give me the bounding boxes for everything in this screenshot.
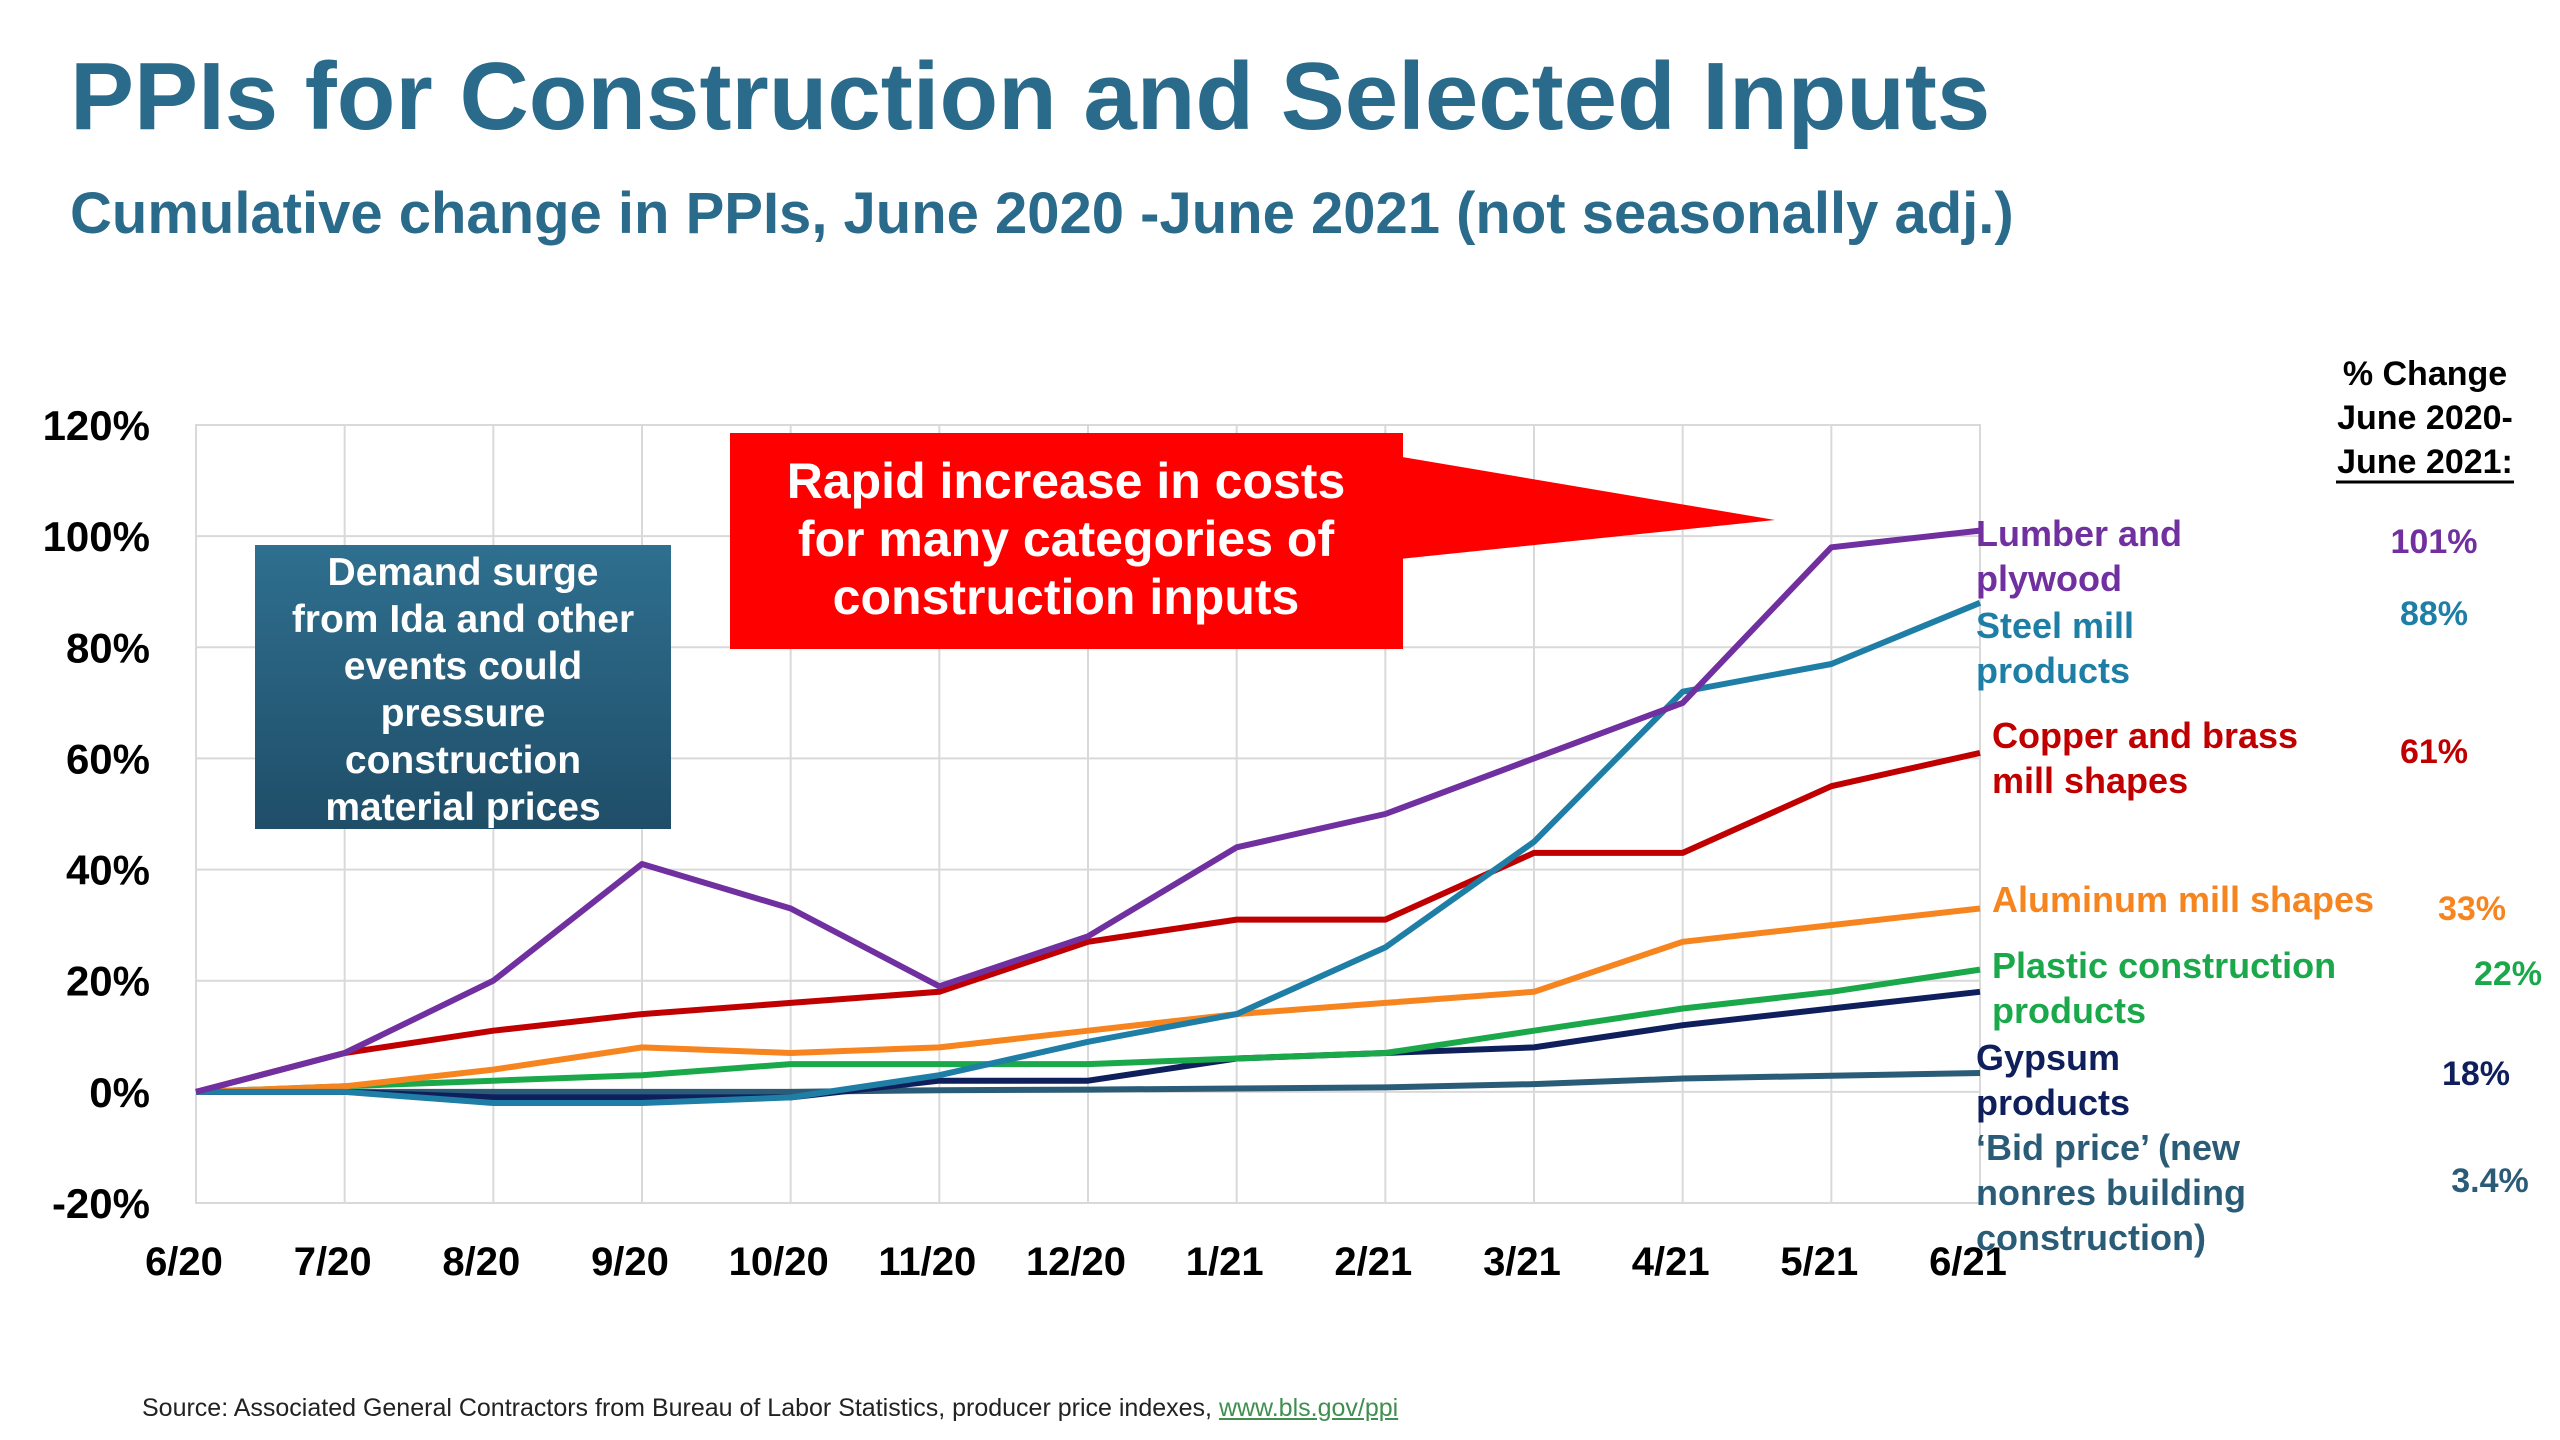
series-change-value: 61%: [2400, 733, 2468, 771]
series-line: [196, 1070, 1981, 1095]
series-change-value: 88%: [2400, 595, 2468, 633]
series-line: [195, 966, 1981, 1095]
percent-change-column: 101% 88% 61% 33% 22% 18% 3.4% % Change June 2020…: [2336, 355, 2542, 1200]
demand-surge-text: Demand surge from Ida and other events cou…: [292, 551, 634, 829]
x-tick-label: 9/20: [591, 1240, 669, 1284]
change-header-line: June 2020-: [2337, 399, 2513, 437]
series-label-line: plywood: [1976, 558, 2122, 599]
y-tick-label: 40%: [66, 847, 150, 894]
change-header-line: June 2021:: [2337, 443, 2513, 481]
y-tick-label: 120%: [43, 402, 150, 449]
series-change-value: 18%: [2442, 1055, 2510, 1093]
y-tick-label: 0%: [89, 1069, 150, 1116]
demand-surge-line: material prices: [325, 786, 600, 829]
series-label-line: Aluminum mill shapes: [1992, 879, 2374, 920]
page-subtitle: Cumulative change in PPIs, June 2020 -Ju…: [70, 181, 2014, 246]
series-label: ‘Bid price’ (new nonres building construct…: [1976, 1127, 2246, 1258]
x-tick-label: 8/20: [442, 1240, 520, 1284]
y-tick-label: 80%: [66, 624, 150, 671]
series-label: Steel mill products: [1976, 605, 2134, 691]
series-label-line: Steel mill: [1976, 605, 2134, 646]
series-label-line: ‘Bid price’ (new: [1976, 1127, 2241, 1168]
y-tick-label: 60%: [66, 735, 150, 782]
series-change-value: 22%: [2474, 955, 2542, 993]
demand-surge-callout: [255, 545, 671, 829]
x-tick-label: 10/20: [729, 1240, 829, 1284]
rapid-increase-line: Rapid increase in costs: [787, 453, 1346, 509]
series-label-line: Copper and brass: [1992, 715, 2298, 756]
x-tick-label: 3/21: [1483, 1240, 1561, 1284]
series-line: [195, 749, 1981, 1095]
series-label: Aluminum mill shapes: [1992, 879, 2374, 920]
series-label-line: products: [1976, 650, 2130, 691]
series-label-line: Lumber and: [1976, 513, 2182, 554]
series-label-line: products: [1976, 1082, 2130, 1123]
y-tick-label: -20%: [52, 1180, 150, 1227]
series-line: [195, 905, 1981, 1095]
demand-surge-line: events could: [344, 645, 582, 688]
x-tick-label: 1/21: [1186, 1240, 1264, 1284]
rapid-increase-callout: [730, 433, 1403, 649]
source-link[interactable]: www.bls.gov/ppi: [1218, 1394, 1399, 1422]
x-tick-label: 6/21: [1929, 1240, 2007, 1284]
callouts: Demand surge from Ida and other events cou…: [255, 433, 1775, 829]
series-line: [196, 600, 1982, 1106]
demand-surge-line: construction: [345, 739, 581, 782]
series-line: [196, 988, 1981, 1101]
x-tick-label: 7/20: [294, 1240, 372, 1284]
rapid-increase-text: Rapid increase in costs for many categori…: [787, 453, 1346, 625]
x-tick-label: 6/20: [145, 1240, 223, 1284]
series-label-line: Plastic construction: [1992, 945, 2336, 986]
series-line: [195, 527, 1981, 1095]
y-tick-label: 100%: [43, 513, 150, 560]
page-title: PPIs for Construction and Selected Input…: [70, 43, 1991, 150]
series-label-line: nonres building: [1976, 1172, 2246, 1213]
series-label: Plastic construction products: [1992, 945, 2336, 1031]
y-tick-label: 20%: [66, 958, 150, 1005]
demand-surge-line: Demand surge: [328, 551, 599, 594]
x-tick-label: 11/20: [878, 1240, 976, 1284]
series-label: Copper and brass mill shapes: [1992, 715, 2298, 801]
x-tick-label: 2/21: [1334, 1240, 1412, 1284]
series-label: Gypsum products: [1976, 1037, 2130, 1123]
change-column-header: % Change June 2020- June 2021:: [2337, 355, 2513, 481]
x-tick-label: 4/21: [1632, 1240, 1710, 1284]
series-change-value: 101%: [2391, 523, 2478, 561]
rapid-increase-line: construction inputs: [833, 569, 1300, 625]
demand-surge-line: pressure: [381, 692, 546, 735]
x-tick-label: 5/21: [1780, 1240, 1858, 1284]
source-note: Source: Associated General Contractors f…: [142, 1394, 1398, 1423]
chart-axes: 120% 100% 80% 60% 40% 20% 0% -20% 6/20 7/20 8/20 9/…: [43, 402, 2007, 1284]
demand-surge-line: from Ida and other: [292, 598, 634, 641]
x-tick-label: 12/20: [1026, 1240, 1126, 1284]
series-change-value: 3.4%: [2451, 1162, 2529, 1200]
series-label-line: products: [1992, 990, 2146, 1031]
rapid-increase-pointer: [1390, 455, 1775, 560]
series-label-line: Gypsum: [1976, 1037, 2120, 1078]
chart-series: [195, 527, 1982, 1106]
rapid-increase-line: for many categories of: [798, 511, 1335, 567]
source-text: Source: Associated General Contractors f…: [142, 1394, 1212, 1422]
change-header-line: % Change: [2343, 355, 2507, 393]
series-label-line: mill shapes: [1992, 760, 2188, 801]
series-change-value: 33%: [2438, 890, 2506, 928]
series-label-line: construction): [1976, 1217, 2206, 1258]
series-label: Lumber and plywood: [1976, 513, 2182, 599]
